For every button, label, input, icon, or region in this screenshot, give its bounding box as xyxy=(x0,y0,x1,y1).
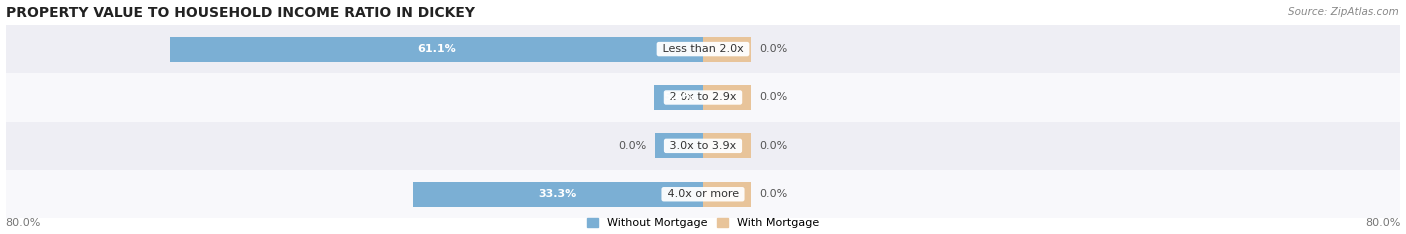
Text: 0.0%: 0.0% xyxy=(759,44,787,54)
Bar xyxy=(654,85,703,110)
Text: 2.0x to 2.9x: 2.0x to 2.9x xyxy=(666,92,740,102)
Bar xyxy=(6,170,1400,219)
Bar xyxy=(655,133,703,158)
Text: 0.0%: 0.0% xyxy=(759,141,787,151)
Text: PROPERTY VALUE TO HOUSEHOLD INCOME RATIO IN DICKEY: PROPERTY VALUE TO HOUSEHOLD INCOME RATIO… xyxy=(6,6,475,20)
Bar xyxy=(6,25,1400,73)
Bar xyxy=(703,182,751,207)
Bar xyxy=(6,122,1400,170)
Legend: Without Mortgage, With Mortgage: Without Mortgage, With Mortgage xyxy=(588,218,818,228)
Bar xyxy=(413,182,703,207)
Bar xyxy=(703,85,751,110)
Text: Source: ZipAtlas.com: Source: ZipAtlas.com xyxy=(1288,7,1399,17)
Text: 5.6%: 5.6% xyxy=(664,92,695,102)
Text: 0.0%: 0.0% xyxy=(759,92,787,102)
Text: 80.0%: 80.0% xyxy=(6,219,41,228)
Text: 4.0x or more: 4.0x or more xyxy=(664,189,742,199)
Bar xyxy=(6,73,1400,122)
Text: 80.0%: 80.0% xyxy=(1365,219,1400,228)
Text: 0.0%: 0.0% xyxy=(619,141,647,151)
Bar xyxy=(170,37,703,62)
Text: 61.1%: 61.1% xyxy=(418,44,456,54)
Text: Less than 2.0x: Less than 2.0x xyxy=(659,44,747,54)
Text: 0.0%: 0.0% xyxy=(759,189,787,199)
Text: 33.3%: 33.3% xyxy=(538,189,576,199)
Bar xyxy=(703,37,751,62)
Bar xyxy=(703,133,751,158)
Text: 3.0x to 3.9x: 3.0x to 3.9x xyxy=(666,141,740,151)
